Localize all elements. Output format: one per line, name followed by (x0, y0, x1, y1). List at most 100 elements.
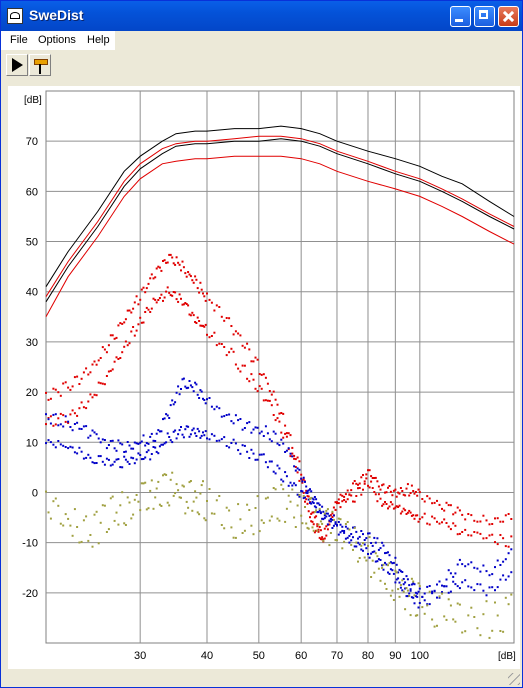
series-point (282, 436, 285, 439)
series-point (301, 481, 304, 484)
series-point (172, 291, 175, 293)
series-point (47, 417, 50, 419)
series-point (381, 484, 384, 487)
series-point (397, 577, 400, 580)
series-point (85, 407, 88, 410)
series-point (189, 480, 192, 482)
menu-options[interactable]: Options (38, 34, 76, 46)
series-point (414, 491, 417, 493)
series-point (387, 571, 389, 574)
title-bar[interactable]: SweDist (1, 1, 522, 31)
series-point (69, 524, 72, 527)
series-point (307, 489, 310, 492)
menu-file[interactable]: File (10, 34, 28, 46)
series-point (123, 321, 126, 324)
series-point (331, 516, 334, 518)
series-point (160, 269, 163, 272)
series-point (165, 413, 168, 416)
series-point (360, 548, 363, 551)
series-point (413, 583, 416, 586)
series-point (401, 490, 404, 492)
resize-grip[interactable] (508, 673, 520, 685)
series-point (241, 364, 244, 367)
series-point (348, 534, 351, 537)
series-point (310, 490, 313, 493)
series-point (443, 518, 446, 521)
series-point (262, 521, 265, 524)
series-point (431, 618, 434, 621)
series-point (67, 517, 70, 520)
play-button[interactable] (6, 54, 28, 76)
series-point (391, 562, 394, 565)
series-point (443, 585, 446, 588)
series-point (128, 309, 131, 312)
series-point (328, 544, 331, 547)
series-point (323, 514, 326, 517)
series-point (476, 531, 479, 534)
series-point (305, 522, 308, 525)
series-point (337, 502, 340, 505)
series-point (355, 545, 358, 548)
series-point (252, 360, 255, 363)
series-point (266, 496, 269, 499)
series-point (270, 515, 273, 518)
series-point (384, 491, 386, 494)
probe-button[interactable] (29, 54, 51, 76)
series-point (246, 342, 249, 345)
series-point (304, 480, 306, 483)
series-point (323, 527, 326, 530)
series-point (454, 620, 457, 623)
series-point (395, 505, 398, 508)
series-point (402, 493, 405, 496)
series-point (441, 591, 443, 594)
series-point (64, 415, 67, 418)
minimize-button[interactable] (450, 6, 471, 27)
series-point (278, 420, 281, 423)
close-button[interactable] (498, 6, 519, 27)
series-point (318, 503, 321, 506)
series-point (168, 253, 171, 256)
series-point (379, 547, 382, 550)
series-point (289, 452, 292, 455)
series-point (158, 297, 161, 299)
series-point (243, 427, 246, 429)
series-point (258, 385, 261, 388)
series-point (99, 521, 102, 524)
series-point (119, 466, 122, 469)
series-point (370, 480, 373, 483)
series-point (239, 370, 242, 373)
series-point (388, 554, 391, 557)
series-point (438, 596, 441, 599)
series-point (485, 594, 488, 597)
series-point (250, 448, 253, 451)
series-point (262, 453, 265, 456)
app-icon[interactable] (7, 8, 23, 24)
series-point (352, 536, 354, 539)
series-point (449, 604, 452, 607)
series-point (220, 343, 223, 345)
series-point (414, 514, 417, 517)
series-point (289, 434, 292, 437)
menu-help[interactable]: Help (87, 34, 110, 46)
maximize-button[interactable] (474, 6, 495, 27)
series-point (312, 511, 315, 514)
series-point (210, 433, 213, 436)
series-point (140, 321, 143, 324)
series-point (196, 511, 199, 514)
series-point (276, 464, 279, 467)
series-point (115, 458, 118, 461)
series-point (502, 560, 505, 563)
series-point (117, 324, 120, 327)
series-point (142, 286, 145, 289)
series-point (152, 446, 155, 448)
series-point (494, 541, 496, 544)
series-point (371, 487, 374, 489)
series-point (165, 261, 168, 264)
series-point (49, 517, 52, 520)
series-point (363, 556, 366, 559)
series-point (382, 563, 385, 566)
series-point (326, 508, 329, 511)
series-point (163, 473, 166, 476)
series-point (417, 520, 420, 523)
